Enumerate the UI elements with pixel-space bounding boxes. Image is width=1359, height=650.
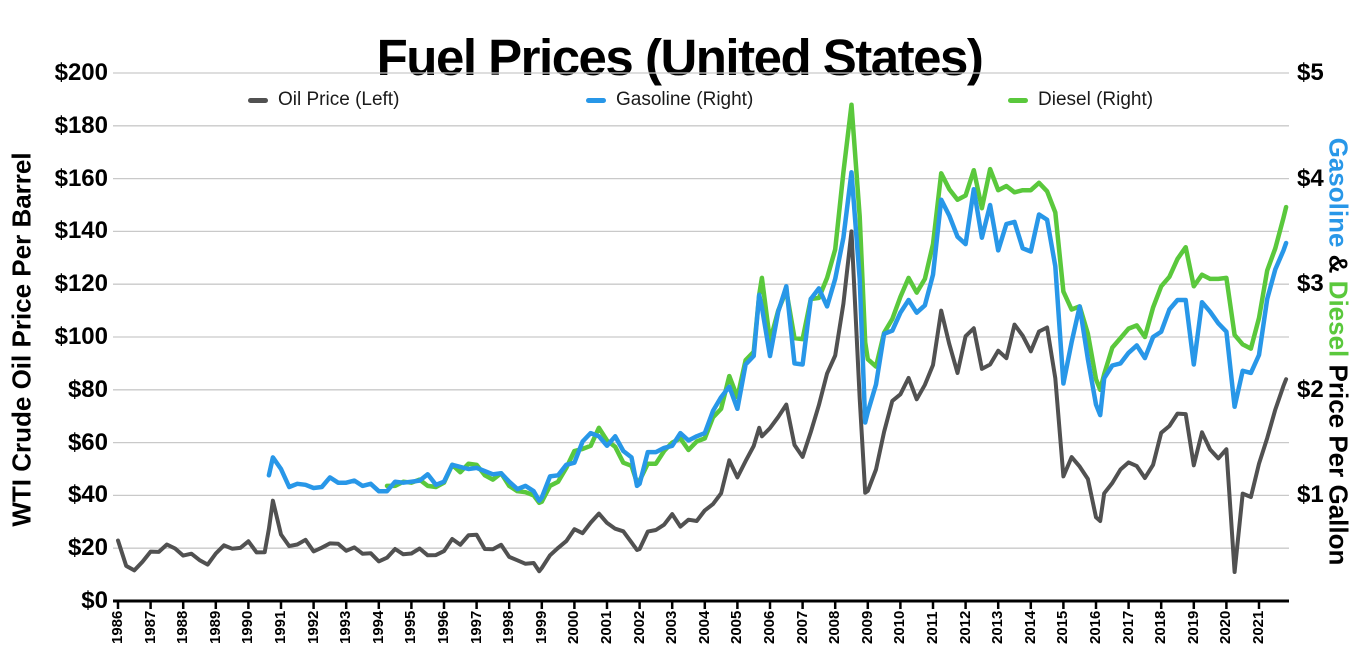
right-axis-title-part: Diesel — [1323, 280, 1354, 358]
left-axis-tick-label: $120 — [54, 270, 108, 298]
x-axis-tick-label: 1989 — [206, 610, 224, 644]
legend-item-diesel-right: Diesel (Right) — [1008, 88, 1153, 112]
left-axis-tick-label: $0 — [81, 587, 108, 614]
x-axis-tick-label: 2007 — [793, 610, 811, 644]
x-axis-tick-label: 2011 — [924, 611, 941, 644]
series-gasoline-right — [266, 170, 1289, 503]
x-axis-tick-label: 1997 — [467, 610, 485, 644]
legend-line-marker-icon — [248, 97, 268, 103]
x-axis-tick-label: 2004 — [695, 610, 713, 644]
x-axis-tick-label: 1999 — [532, 610, 550, 644]
x-axis-tick-label: 2009 — [858, 610, 876, 644]
x-axis-tick-label: 2017 — [1119, 610, 1137, 644]
left-axis-tick-label: $140 — [54, 217, 108, 245]
x-axis-tick-label: 1995 — [402, 610, 420, 644]
left-axis-tick-label: $160 — [54, 164, 108, 192]
right-axis-title-part: Gasoline — [1323, 137, 1354, 248]
x-axis-tick-label: 2008 — [826, 610, 844, 644]
legend-line-marker-icon — [586, 97, 606, 103]
x-axis-tick-label: 1998 — [500, 610, 518, 644]
left-axis-tick-label: $200 — [54, 59, 108, 86]
right-axis-title-part: & — [1323, 247, 1354, 281]
x-axis-tick-label: 2005 — [728, 610, 746, 644]
left-axis-tick-label: $180 — [54, 111, 108, 139]
x-axis-tick-label: 2013 — [989, 610, 1007, 644]
x-axis-tick-label: 2001 — [598, 610, 615, 644]
x-axis-tick-label: 2015 — [1054, 610, 1072, 644]
x-axis-tick-label: 1990 — [239, 610, 257, 644]
x-axis-tick-label: 1991 — [272, 610, 289, 644]
x-axis-tick-label: 2019 — [1184, 610, 1202, 644]
x-axis-tick-label: 2018 — [1152, 610, 1170, 644]
x-axis-tick-label: 2014 — [1021, 610, 1039, 644]
legend-item-oil-price-left: Oil Price (Left) — [248, 88, 399, 112]
left-axis-tick-label: $60 — [67, 428, 108, 456]
legend-label: Diesel (Right) — [1038, 89, 1154, 110]
right-axis-tick-label: $2 — [1297, 375, 1324, 403]
x-axis-tick-label: 1986 — [109, 610, 126, 644]
x-axis-tick-label: 1994 — [369, 610, 387, 644]
chart-title: Fuel Prices (United States) — [376, 29, 984, 87]
x-axis-tick-label: 1992 — [304, 610, 322, 644]
left-axis-tick-label: $40 — [67, 481, 108, 509]
legend-item-gasoline-right: Gasoline (Right) — [586, 88, 753, 112]
series-oil-price-left — [116, 229, 1289, 574]
x-axis-tick-label: 2021 — [1250, 610, 1267, 644]
legend-label: Gasoline (Right) — [616, 89, 754, 110]
right-axis-title-part: Price Per Gallon — [1323, 357, 1354, 566]
right-axis-tick-label: $4 — [1297, 164, 1324, 192]
x-axis-tick-label: 1993 — [337, 610, 355, 644]
x-axis-tick-label: 2016 — [1087, 610, 1104, 644]
x-axis-tick-label: 1988 — [174, 610, 192, 644]
x-axis-tick-label: 2000 — [565, 610, 583, 644]
left-axis-tick-label: $100 — [54, 323, 108, 350]
legend-line-marker-icon — [1008, 97, 1028, 103]
right-axis-tick-label: $1 — [1297, 481, 1324, 509]
right-axis-tick-label: $3 — [1297, 270, 1324, 298]
left-axis-tick-label: $20 — [67, 534, 108, 562]
x-axis-tick-label: 1987 — [141, 610, 159, 644]
x-axis-tick-label: 2002 — [630, 610, 648, 644]
left-axis-tick-label: $80 — [67, 375, 108, 403]
x-axis-tick-label: 2020 — [1217, 610, 1235, 644]
right-axis-tick-label: $5 — [1297, 59, 1324, 86]
x-axis-tick-label: 2006 — [761, 610, 778, 644]
x-axis-tick-label: 2010 — [891, 610, 909, 644]
x-axis-tick-label: 2012 — [956, 610, 974, 644]
x-axis-tick-label: 1996 — [435, 610, 452, 644]
legend-label: Oil Price (Left) — [278, 89, 400, 110]
right-axis-title: Gasoline & Diesel Price Per Gallon — [1323, 72, 1354, 632]
x-axis-tick-label: 2003 — [663, 610, 681, 644]
